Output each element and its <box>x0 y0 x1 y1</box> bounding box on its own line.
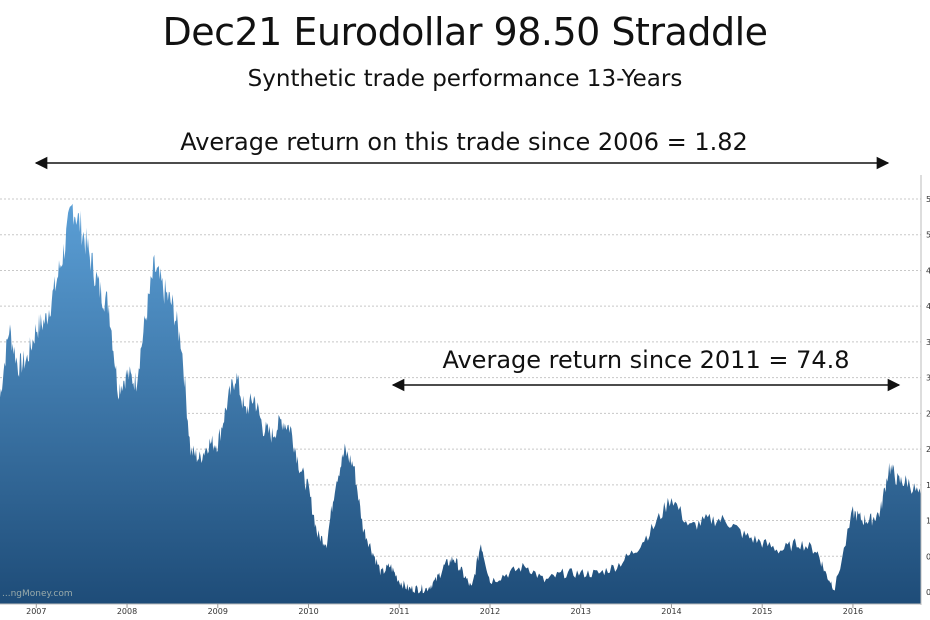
y-tick-label: 3 <box>926 374 930 383</box>
y-tick-label: 5 <box>926 231 930 240</box>
annotation-2011: Average return since 2011 = 74.8 <box>391 346 901 392</box>
x-tick-label: 2015 <box>752 607 772 616</box>
x-tick-label: 2013 <box>571 607 591 616</box>
x-axis-ticks: 2007 2008 2009 2010 2011 2012 2013 2014 2015 2016 <box>26 604 863 616</box>
annotation-2006-text: Average return on this trade since 2006 … <box>180 128 748 156</box>
y-axis-ticks: 0 0 1 1 2 2 3 3 4 4 5 5 <box>926 195 930 597</box>
y-tick-label: 0 <box>926 552 930 561</box>
x-tick-label: 2014 <box>661 607 681 616</box>
x-tick-label: 2012 <box>480 607 500 616</box>
x-tick-label: 2016 <box>843 607 863 616</box>
y-tick-label: 0 <box>926 588 930 597</box>
annotation-2006: Average return on this trade since 2006 … <box>34 128 890 170</box>
annotation-2011-text: Average return since 2011 = 74.8 <box>442 346 849 374</box>
x-tick-label: 2010 <box>298 607 318 616</box>
x-tick-label: 2009 <box>208 607 228 616</box>
y-tick-label: 1 <box>926 481 930 490</box>
y-tick-label: 2 <box>926 409 930 418</box>
chart-subtitle: Synthetic trade performance 13-Years <box>247 66 683 92</box>
watermark: ...ngMoney.com <box>2 589 73 599</box>
y-tick-label: 3 <box>926 338 930 347</box>
y-tick-label: 1 <box>926 517 930 526</box>
x-tick-label: 2007 <box>26 607 46 616</box>
y-tick-label: 4 <box>926 266 930 275</box>
x-tick-label: 2011 <box>389 607 409 616</box>
y-tick-label: 5 <box>926 195 930 204</box>
y-tick-label: 2 <box>926 445 930 454</box>
y-tick-label: 4 <box>926 302 930 311</box>
area-series <box>0 203 921 604</box>
chart-title: Dec21 Eurodollar 98.50 Straddle <box>162 10 768 54</box>
x-tick-label: 2008 <box>117 607 137 616</box>
